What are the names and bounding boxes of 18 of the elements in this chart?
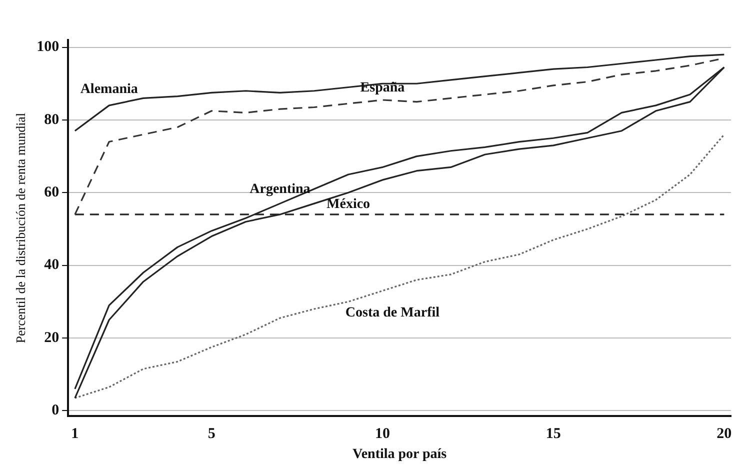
series-label: México: [326, 197, 370, 212]
series-label: España: [360, 80, 405, 96]
series-label: Alemania: [80, 82, 138, 98]
y-tick-label: 0: [52, 402, 60, 419]
y-tick-label: 40: [44, 257, 60, 274]
x-tick-label: 1: [71, 426, 79, 442]
y-tick-label: 60: [44, 184, 60, 201]
series-label: Costa de Marfil: [345, 305, 440, 320]
x-tick-label: 10: [374, 426, 390, 442]
x-tick-label: 15: [546, 426, 561, 442]
series-label: Argentina: [250, 182, 310, 198]
x-tick-label: 5: [208, 426, 216, 442]
x-axis-title: Ventila por país: [352, 447, 448, 462]
x-tick-label: 20: [716, 426, 732, 442]
y-tick-label: 80: [44, 112, 60, 128]
y-axis-title: Percentil de la distribución de renta mundial: [13, 112, 28, 344]
y-tick-label: 100: [36, 39, 60, 56]
y-tick-label: 20: [44, 330, 60, 346]
